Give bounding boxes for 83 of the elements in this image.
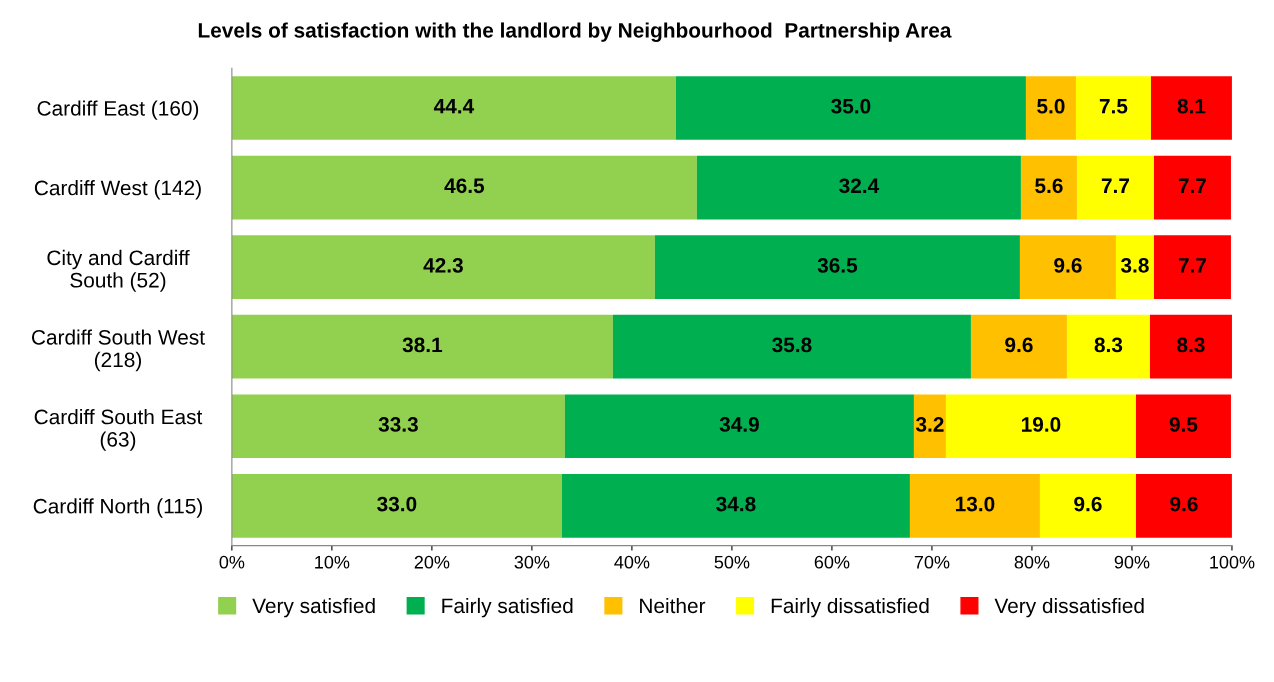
data-label: 13.0: [955, 496, 995, 512]
data-label: 34.8: [716, 496, 756, 512]
legend-label: Neither: [640, 597, 706, 614]
bar: [231, 473, 562, 538]
bar: [1153, 155, 1231, 220]
data-label: 7.7: [1101, 178, 1130, 193]
chart-title: Levels of satisfaction with the landlord by Neighbourhood Partnership Area: [198, 22, 952, 42]
data-label: 33.3: [378, 417, 418, 432]
y-tick-label: City and Cardiff South (52): [47, 249, 190, 292]
legend-label: Fairly dissatisfied: [771, 597, 929, 618]
data-label: 3.2: [915, 417, 944, 432]
x-tick-label: 80%: [1014, 555, 1050, 569]
data-label: 9.6: [1170, 496, 1198, 512]
bar: [231, 235, 655, 299]
data-label: 38.1: [402, 337, 443, 353]
x-tick-label: 70%: [914, 555, 950, 569]
x-tick-label: 100%: [1210, 555, 1255, 569]
data-label: 42.3: [423, 257, 463, 273]
bar: [1149, 314, 1232, 379]
legend-label: Fairly satisfied: [442, 597, 573, 618]
data-label: 5.0: [1037, 98, 1065, 114]
x-tick-label: 60%: [814, 555, 850, 569]
bar: [231, 155, 697, 220]
bar: [231, 314, 613, 379]
data-label: 46.5: [444, 178, 485, 194]
x-tick-label: 0%: [219, 555, 245, 569]
y-tick-label: Cardiff North (115): [33, 498, 202, 518]
bar: [654, 235, 1020, 299]
x-tick-label: 40%: [614, 555, 650, 569]
data-label: 36.5: [817, 257, 858, 273]
data-label: 9.5: [1169, 417, 1198, 432]
bar: [1020, 155, 1077, 220]
y-tick-label: Cardiff South East (63): [34, 408, 203, 451]
data-label: 35.0: [831, 98, 871, 114]
data-label: 5.6: [1035, 178, 1063, 194]
data-label: 8.3: [1177, 337, 1205, 353]
bar: [696, 155, 1021, 220]
data-label: 19.0: [1021, 417, 1061, 432]
bar: [231, 394, 565, 459]
data-label: 8.1: [1177, 98, 1206, 114]
data-label: 44.4: [433, 99, 475, 114]
bar: [1019, 235, 1116, 299]
data-label: 32.4: [839, 178, 880, 194]
bar: [970, 314, 1067, 379]
bar: [1076, 155, 1154, 220]
data-label: 9.6: [1005, 337, 1033, 353]
x-tick-label: 10%: [315, 555, 350, 569]
bar: [561, 473, 910, 538]
data-label: 3.8: [1120, 257, 1149, 273]
bar: [675, 76, 1026, 140]
data-label: 8.3: [1094, 337, 1123, 353]
data-label: 7.5: [1099, 99, 1128, 114]
bar: [945, 394, 1136, 459]
data-label: 7.7: [1178, 178, 1207, 193]
data-label: 34.9: [719, 417, 759, 432]
data-label: 7.7: [1178, 258, 1207, 273]
x-tick-label: 20%: [414, 555, 450, 569]
bar: [231, 76, 676, 140]
bar: [913, 394, 946, 459]
x-tick-label: 50%: [714, 555, 750, 569]
bar: [909, 473, 1040, 538]
legend-label: Very satisfied: [252, 597, 375, 618]
bar: [1075, 76, 1151, 140]
bar: [1135, 394, 1231, 459]
x-tick-label: 30%: [514, 555, 550, 569]
bar: [1039, 473, 1136, 538]
y-tick-label: Cardiff South West (218): [31, 329, 205, 372]
bar: [1025, 76, 1076, 140]
bar: [1150, 76, 1232, 140]
bar: [564, 394, 914, 459]
bar: [612, 314, 971, 379]
data-label: 33.0: [377, 496, 417, 512]
bar: [1135, 473, 1232, 538]
data-label: 35.8: [772, 337, 812, 353]
y-tick-label: Cardiff West (142): [34, 180, 201, 200]
legend-label: Very dissatisfied: [994, 597, 1144, 618]
bar: [1066, 314, 1150, 379]
data-label: 9.6: [1054, 257, 1082, 273]
y-tick-label: Cardiff East (160): [37, 100, 199, 120]
bar: [1115, 235, 1154, 299]
bar: [1153, 235, 1231, 299]
data-label: 9.6: [1074, 496, 1102, 512]
x-tick-label: 90%: [1114, 555, 1150, 569]
